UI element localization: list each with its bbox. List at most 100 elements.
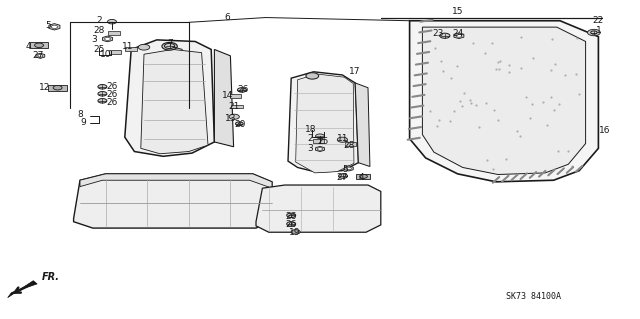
Text: 5: 5 — [45, 21, 51, 30]
Circle shape — [53, 85, 62, 90]
Circle shape — [164, 43, 175, 48]
Polygon shape — [410, 21, 598, 182]
Text: 24: 24 — [452, 29, 463, 38]
Text: 26: 26 — [106, 90, 118, 99]
Circle shape — [346, 167, 351, 170]
Text: 25: 25 — [317, 137, 329, 146]
Text: 12: 12 — [39, 83, 51, 92]
Text: 26: 26 — [285, 212, 297, 221]
Circle shape — [337, 137, 348, 142]
Text: 28: 28 — [93, 26, 105, 35]
Polygon shape — [454, 33, 464, 39]
Polygon shape — [74, 174, 272, 228]
Text: 22: 22 — [593, 16, 604, 25]
Circle shape — [306, 73, 319, 79]
Text: 11: 11 — [122, 42, 134, 51]
Circle shape — [339, 174, 348, 178]
Polygon shape — [30, 42, 48, 48]
Text: 27: 27 — [33, 51, 44, 60]
Circle shape — [591, 31, 597, 34]
Text: 8: 8 — [77, 110, 83, 119]
Text: SK73 84100A: SK73 84100A — [506, 293, 561, 301]
Circle shape — [236, 122, 243, 126]
Polygon shape — [356, 174, 370, 179]
Polygon shape — [355, 83, 370, 167]
Polygon shape — [141, 49, 208, 154]
Polygon shape — [108, 31, 120, 35]
Text: 23: 23 — [433, 29, 444, 38]
Text: 21: 21 — [228, 102, 239, 111]
Polygon shape — [316, 146, 324, 152]
Polygon shape — [231, 105, 243, 108]
Text: 3: 3 — [308, 144, 313, 153]
Circle shape — [287, 222, 296, 226]
Circle shape — [108, 19, 116, 24]
Text: 26: 26 — [285, 220, 297, 229]
Polygon shape — [49, 24, 60, 30]
Polygon shape — [109, 50, 121, 54]
Text: 18: 18 — [305, 125, 316, 134]
Text: 25: 25 — [93, 45, 105, 54]
Polygon shape — [422, 27, 586, 174]
Text: 16: 16 — [599, 126, 611, 135]
Polygon shape — [296, 74, 354, 173]
Polygon shape — [214, 49, 234, 147]
Text: 17: 17 — [349, 67, 361, 76]
Circle shape — [456, 34, 462, 37]
Text: 11: 11 — [337, 134, 348, 143]
Text: 19: 19 — [289, 228, 300, 237]
Circle shape — [291, 230, 300, 234]
Text: 27: 27 — [337, 173, 348, 182]
Circle shape — [138, 44, 150, 50]
Text: 3: 3 — [92, 35, 97, 44]
Text: 2: 2 — [308, 134, 313, 143]
Polygon shape — [36, 53, 45, 58]
Polygon shape — [125, 47, 137, 51]
Circle shape — [588, 29, 600, 36]
Text: 15: 15 — [452, 7, 463, 16]
Circle shape — [51, 25, 58, 28]
Polygon shape — [288, 72, 358, 172]
Polygon shape — [125, 40, 214, 156]
Circle shape — [316, 134, 324, 138]
Text: 1: 1 — [596, 26, 601, 35]
Text: 26: 26 — [106, 82, 118, 91]
Polygon shape — [80, 174, 272, 188]
Circle shape — [38, 55, 43, 57]
Polygon shape — [344, 166, 353, 171]
Text: 7: 7 — [167, 39, 172, 48]
Text: 4: 4 — [26, 42, 31, 51]
Polygon shape — [256, 185, 381, 232]
Circle shape — [287, 213, 296, 218]
Circle shape — [360, 174, 367, 178]
Polygon shape — [313, 139, 324, 143]
Circle shape — [162, 42, 177, 50]
Polygon shape — [230, 94, 241, 98]
Circle shape — [105, 38, 111, 41]
Text: 10: 10 — [100, 50, 111, 59]
Text: 28: 28 — [343, 141, 355, 150]
Text: 14: 14 — [221, 91, 233, 100]
Polygon shape — [48, 85, 67, 91]
Polygon shape — [8, 281, 37, 298]
Text: 6: 6 — [225, 13, 230, 22]
Text: 2: 2 — [97, 16, 102, 25]
Polygon shape — [102, 36, 113, 42]
Text: 4: 4 — [359, 173, 364, 182]
Circle shape — [440, 33, 450, 38]
Polygon shape — [345, 142, 356, 146]
Text: 26: 26 — [106, 98, 118, 107]
Circle shape — [98, 99, 107, 103]
Text: 13: 13 — [225, 114, 236, 122]
Text: FR.: FR. — [42, 272, 60, 282]
Text: 9: 9 — [81, 118, 86, 127]
Circle shape — [317, 148, 323, 150]
Text: 5: 5 — [343, 165, 348, 174]
Text: 20: 20 — [234, 120, 246, 129]
Circle shape — [98, 92, 107, 96]
Circle shape — [35, 43, 44, 48]
Text: 26: 26 — [237, 85, 249, 94]
Circle shape — [237, 88, 246, 92]
Circle shape — [98, 85, 107, 89]
Circle shape — [229, 114, 239, 119]
